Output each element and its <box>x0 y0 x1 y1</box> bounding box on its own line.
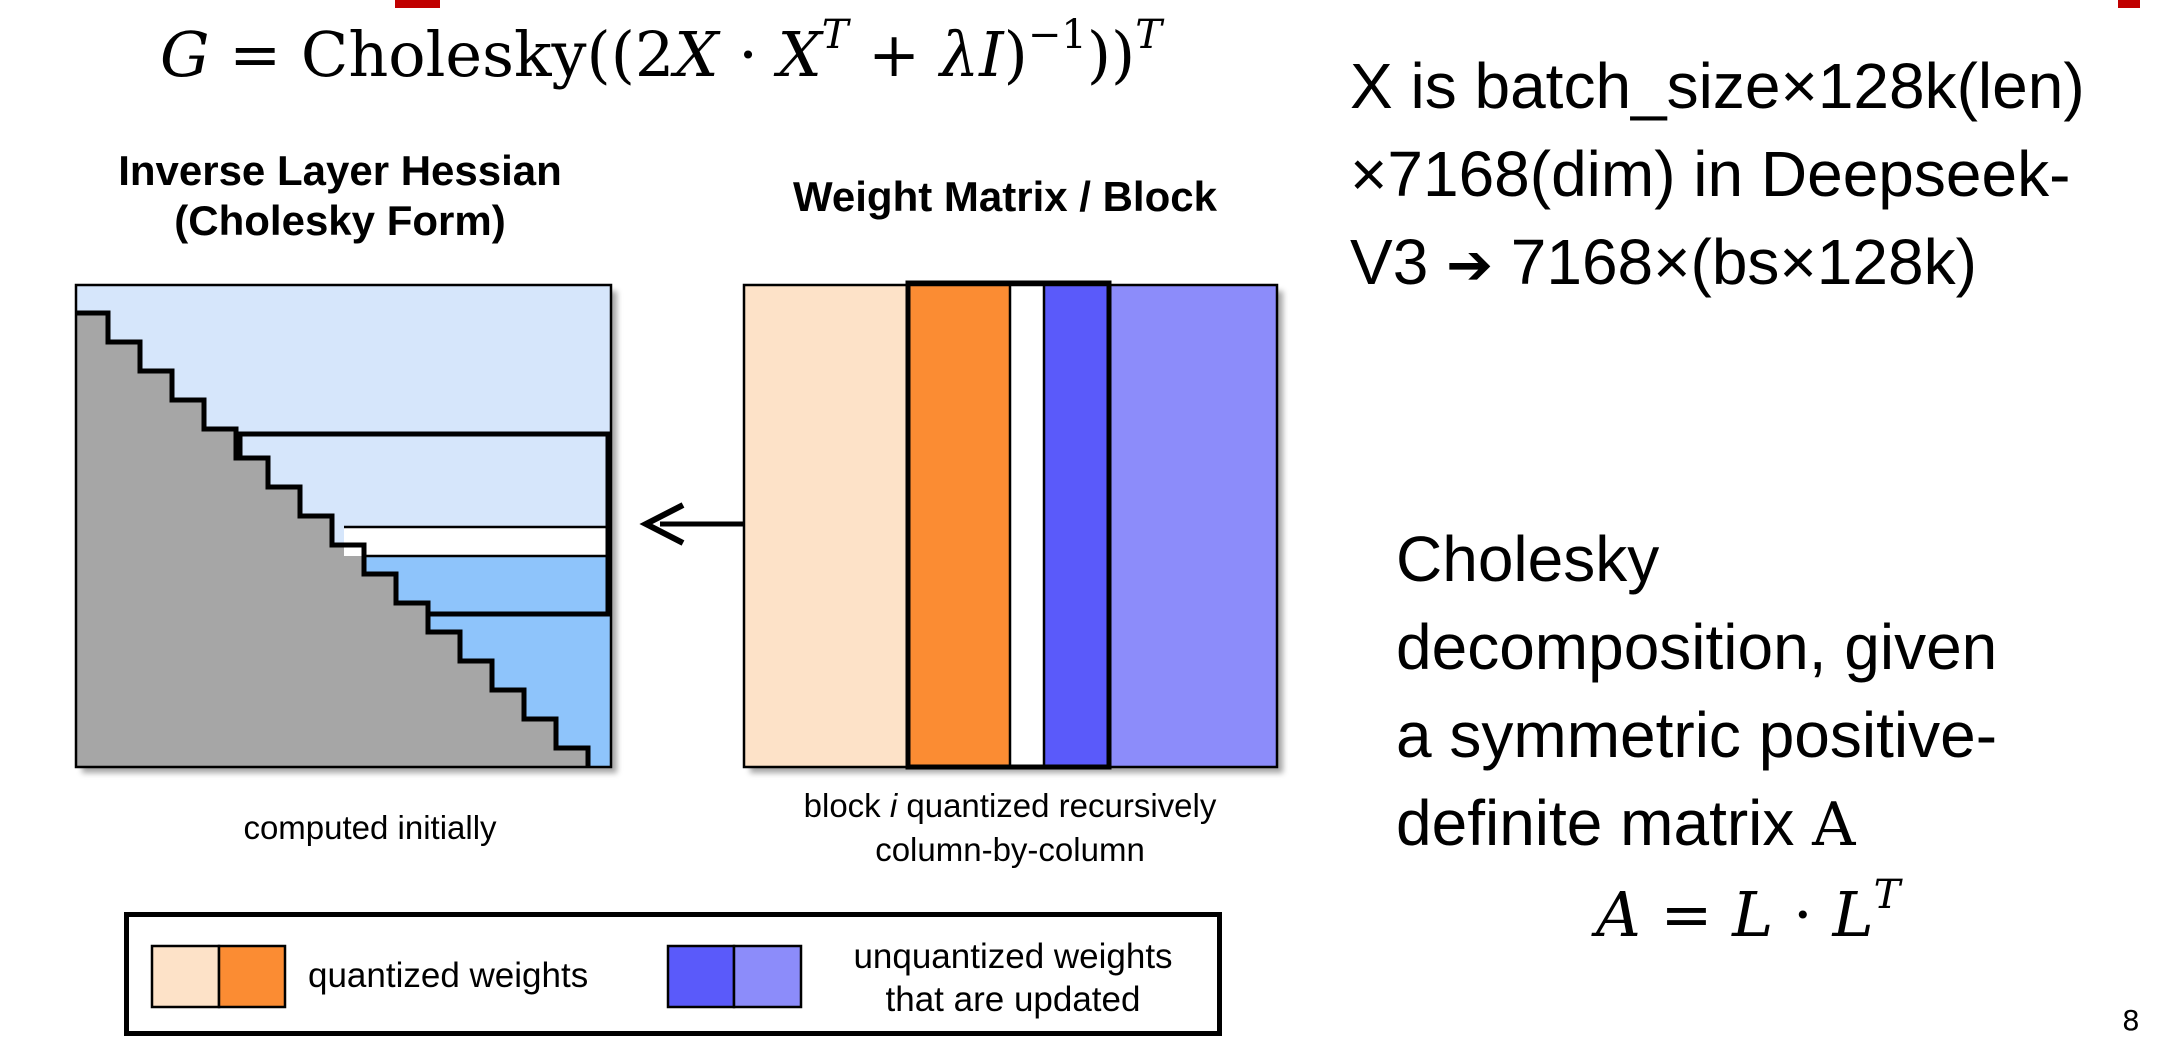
hessian-title: Inverse Layer Hessian (Cholesky Form) <box>118 147 562 244</box>
legend <box>124 912 1222 1036</box>
weight-matrix <box>742 280 1279 770</box>
page-number: 8 <box>2122 1004 2140 1037</box>
weight-updated-column <box>1044 285 1109 767</box>
caption-block-quantized: block i quantized recursively column-by-… <box>803 787 1217 868</box>
legend-swatches <box>150 944 803 1009</box>
weight-current-column <box>1010 285 1044 767</box>
right-arrow-icon: ➔ <box>1446 233 1493 298</box>
legend-unquantized-label: unquantized weights that are updated <box>853 937 1173 1019</box>
weight-matrix-title: Weight Matrix / Block <box>793 173 1217 220</box>
weight-quantized-block <box>744 285 909 767</box>
cholesky-formula: G = Cholesky((2X · XT + λI)−1))T <box>160 12 1162 91</box>
title-bar-remnant <box>0 0 2166 8</box>
weight-quantized-column <box>909 285 1010 767</box>
weight-unquantized-block <box>1109 285 1277 767</box>
cholesky-equation: A = L · LT <box>1596 872 1901 951</box>
hessian-matrix <box>74 283 613 769</box>
caption-computed-initially: computed initially <box>243 809 497 846</box>
legend-quantized-label: quantized weights <box>308 956 589 995</box>
hessian-highlight-region <box>364 556 611 767</box>
cholesky-note: Cholesky decomposition, given a symmetri… <box>1396 523 1998 860</box>
x-dimension-note: X is batch_size×128k(len) ×7168(dim) in … <box>1350 50 2085 298</box>
hessian-current-row <box>344 527 611 556</box>
